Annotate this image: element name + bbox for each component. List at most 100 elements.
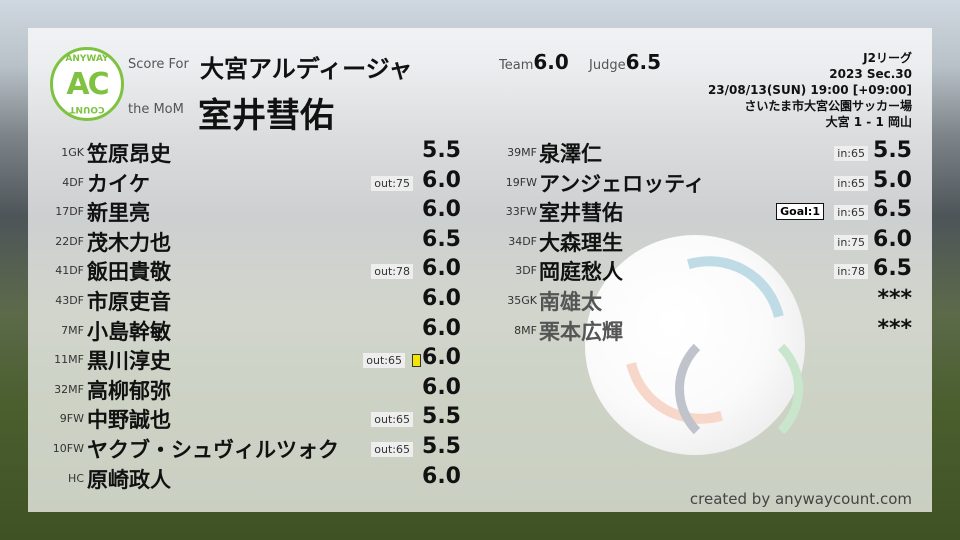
player-row: HC 原崎政人 6.0 (0, 464, 960, 493)
player-score: 5.5 (873, 138, 912, 163)
player-row: 4DF カイケ 6.0 out:75 (0, 168, 960, 197)
player-name: 泉澤仁 (539, 142, 602, 166)
player-position: 3DF (515, 264, 537, 278)
team-score-label: Team (499, 58, 534, 73)
player-position: 1GK (61, 146, 84, 159)
player-name: 黒川淳史 (87, 349, 171, 374)
result: 大宮 1 - 1 岡山 (825, 115, 912, 129)
player-row: 43DF 市原吏音 6.0 (0, 286, 960, 315)
sub-tag: in:75 (834, 234, 868, 250)
player-name: 岡庭愁人 (539, 260, 623, 285)
player-row: 39MF 泉澤仁 5.5 in:65 (0, 138, 960, 167)
sub-tag: out:65 (371, 442, 413, 457)
player-position: 17DF (55, 205, 84, 219)
judge-score-value: 6.5 (625, 50, 662, 74)
player-score: 6.0 (422, 197, 461, 223)
credit: created by anywaycount.com (689, 490, 912, 508)
player-name: 中野誠也 (87, 408, 171, 433)
match-info: J2リーグ 2023 Sec.30 23/08/13(SUN) 19:00 [+… (708, 50, 912, 130)
player-score: *** (877, 315, 912, 341)
sub-tag: in:78 (834, 264, 868, 280)
player-position: 35GK (507, 294, 537, 307)
player-position: 8MF (514, 323, 537, 337)
player-name: カイケ (87, 171, 150, 196)
goal-badge: Goal:1 (776, 203, 824, 221)
sub-tag: in:65 (834, 205, 868, 221)
team-score-value: 6.0 (533, 50, 569, 74)
player-position: 4DF (62, 175, 84, 189)
player-score: *** (877, 286, 912, 311)
player-score: 5.5 (422, 434, 461, 459)
sub-tag: in:65 (834, 175, 868, 191)
player-score: 6.0 (422, 286, 461, 311)
player-score: 6.5 (873, 256, 912, 282)
player-score: 6.5 (873, 197, 912, 223)
player-name: 茂木力也 (87, 230, 171, 255)
player-row: 34DF 大森理生 6.0 in:75 (0, 227, 960, 256)
player-row: 33FW 室井彗佑 6.5 in:65 Goal:1 (0, 197, 960, 226)
player-score: 6.0 (422, 167, 461, 193)
player-position: 33FW (505, 205, 537, 219)
player-position: 7MF (61, 323, 84, 337)
player-position: 43DF (55, 294, 84, 307)
player-name: ヤクブ・シュヴィルツォク (87, 438, 339, 462)
anywaycount-logo: ANYWAY AC COUNT (50, 47, 124, 121)
sub-tag: out:65 (363, 353, 405, 369)
player-row: 35GK 南雄太 *** (0, 286, 960, 315)
logo-text-top: ANYWAY (65, 54, 109, 64)
yellow-card-icon (412, 354, 421, 368)
player-score: 6.0 (422, 374, 461, 400)
player-position: 34DF (508, 234, 537, 248)
player-name: 飯田貴敬 (87, 260, 171, 285)
section: 2023 Sec.30 (829, 67, 912, 81)
player-row: 3DF 岡庭愁人 6.5 in:78 (0, 256, 960, 285)
venue: さいたま市大宮公園サッカー場 (744, 99, 912, 113)
team-score: Team6.0 (499, 50, 569, 74)
player-position: 19FW (505, 175, 537, 189)
player-position: HC (68, 471, 84, 485)
player-score: 6.0 (422, 315, 461, 341)
player-row: 41DF 飯田貴敬 6.0 out:78 (0, 256, 960, 285)
player-row: 1GK 笠原昂史 5.5 (0, 138, 960, 167)
player-position: 11MF (54, 353, 84, 367)
player-row: 8MF 栗本広輝 *** (0, 316, 960, 345)
player-row: 17DF 新里亮 6.0 (0, 197, 960, 226)
player-score: 5.0 (873, 167, 912, 193)
logo-text-bottom: COUNT (69, 104, 105, 114)
player-score: 6.0 (422, 345, 461, 371)
player-score: 6.0 (422, 463, 461, 489)
player-row: 7MF 小島幹敏 6.0 (0, 316, 960, 345)
player-name: 大森理生 (539, 230, 623, 255)
mom-name: 室井彗佑 (198, 96, 334, 136)
player-score: 6.0 (873, 226, 912, 252)
player-score: 6.5 (422, 226, 461, 252)
player-name: 栗本広輝 (539, 319, 623, 344)
judge-score-label: Judge (589, 58, 626, 73)
league: J2リーグ (863, 51, 912, 65)
score-for-label: Score For (128, 57, 189, 72)
player-name: 笠原昂史 (87, 142, 171, 166)
player-score: 5.5 (422, 404, 461, 430)
sub-tag: out:65 (371, 412, 413, 428)
player-row: 11MF 黒川淳史 6.0 out:65 (0, 345, 960, 374)
player-row: 19FW アンジェロッティ 5.0 in:65 (0, 168, 960, 197)
sub-tag: in:65 (834, 146, 868, 161)
player-position: 9FW (59, 412, 84, 426)
player-row: 22DF 茂木力也 6.5 (0, 227, 960, 256)
player-position: 39MF (507, 146, 537, 159)
player-name: 新里亮 (87, 201, 150, 226)
score-panel (28, 28, 932, 512)
player-name: 室井彗佑 (539, 201, 623, 226)
player-score: 5.5 (422, 138, 461, 163)
sub-tag: out:78 (371, 264, 413, 280)
player-row: 10FW ヤクブ・シュヴィルツォク 5.5 out:65 (0, 434, 960, 463)
player-score: 6.0 (422, 256, 461, 282)
player-name: 南雄太 (539, 290, 602, 314)
player-name: 原崎政人 (87, 467, 171, 492)
logo-text-mid: AC (66, 67, 109, 102)
player-row: 32MF 高柳郁弥 6.0 (0, 375, 960, 404)
team-name: 大宮アルディージャ (200, 55, 413, 83)
player-position: 22DF (55, 234, 84, 248)
player-name: 小島幹敏 (87, 319, 171, 344)
player-name: 市原吏音 (87, 290, 171, 314)
